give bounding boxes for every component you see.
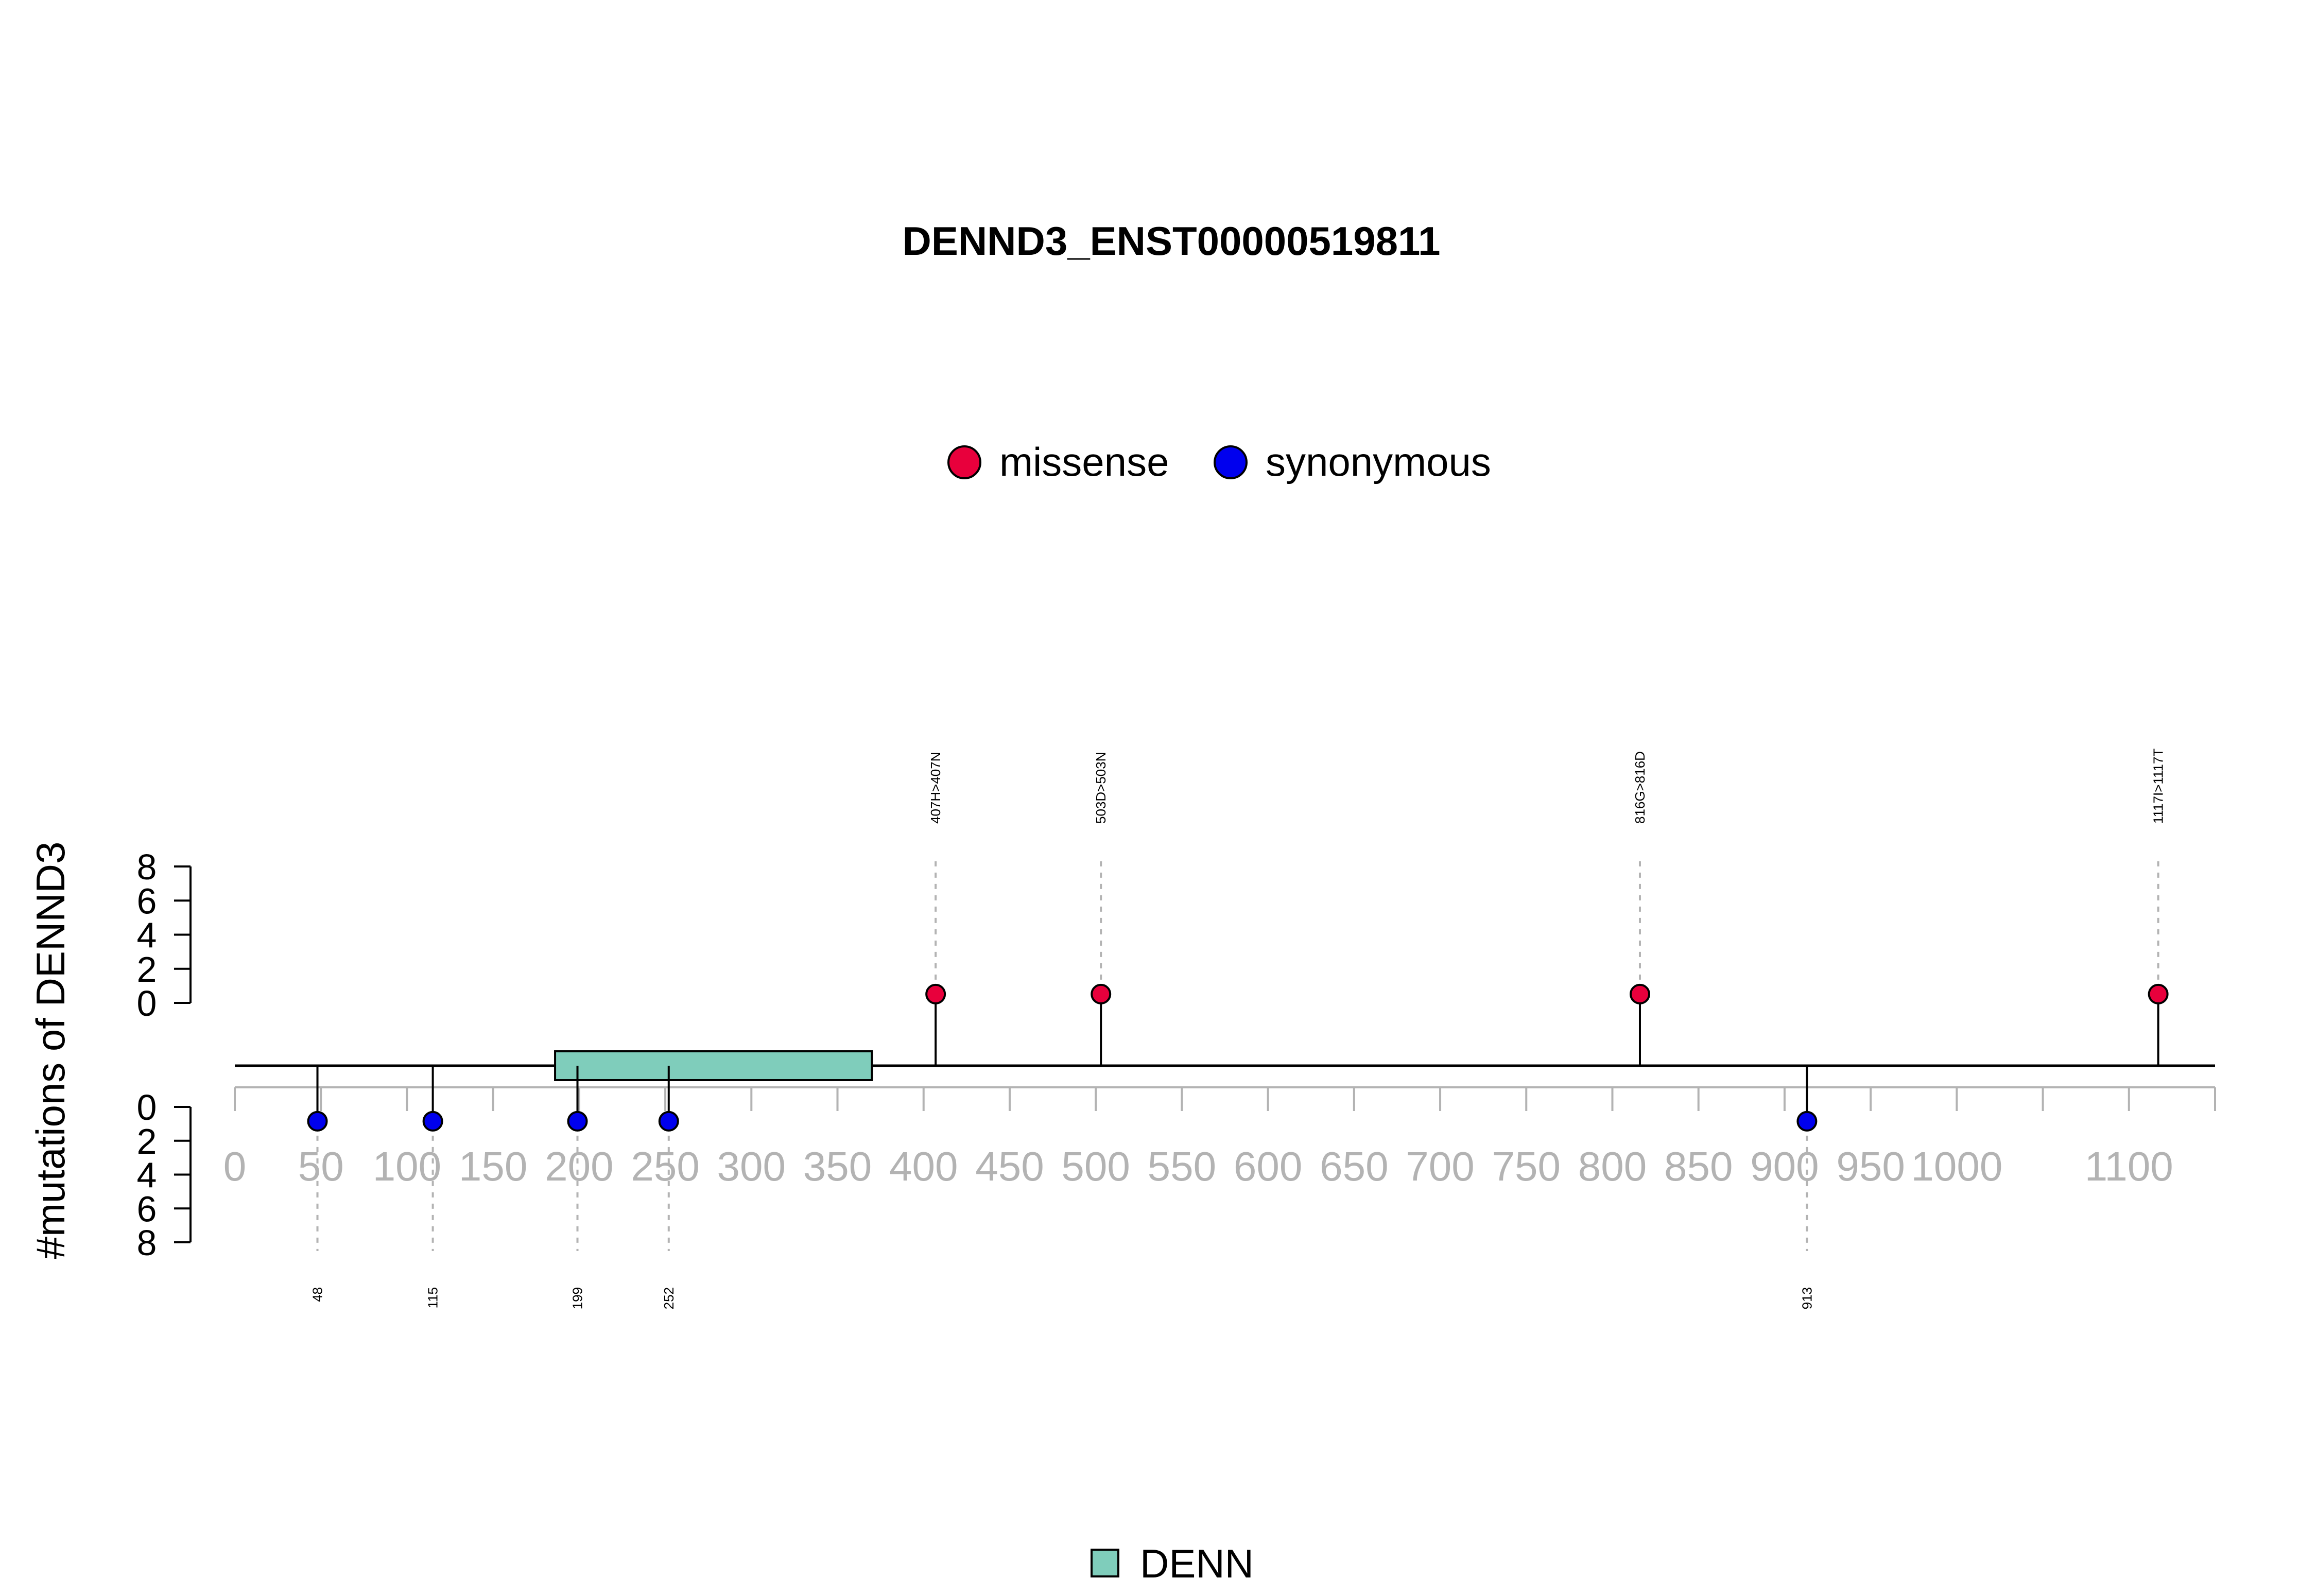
- mutation-label-503: 503D>503N: [1093, 752, 1109, 824]
- x-tick-label-350: 350: [803, 1143, 872, 1189]
- legend-domain-denn-label: DENN: [1140, 1541, 1254, 1586]
- x-tick-label-900: 900: [1750, 1143, 1819, 1189]
- point-synonymous-199: [567, 1111, 588, 1132]
- domain-legend: DENN: [1091, 1541, 1254, 1586]
- y-tick-label-top-6: 6: [137, 881, 157, 921]
- x-tick-label-100: 100: [373, 1143, 441, 1189]
- mutations-top: 407H>407N 503D>503N 816G>816D 1117I>1117T: [925, 749, 2169, 1066]
- chart-title: DENND3_ENST00000519811: [902, 218, 1440, 264]
- legend-missense-label: missense: [999, 439, 1169, 484]
- legend-domain-denn-swatch: [1091, 1549, 1119, 1577]
- point-missense-407: [925, 983, 946, 1004]
- x-tick-label-650: 650: [1320, 1143, 1388, 1189]
- y-tick-label-bottom-6: 6: [137, 1189, 157, 1229]
- x-tick-label-550: 550: [1148, 1143, 1216, 1189]
- y-axis-title: #mutations of DENND3: [28, 842, 73, 1259]
- y-tick-label-top-2: 2: [137, 949, 157, 990]
- point-missense-503: [1091, 983, 1112, 1004]
- point-synonymous-913: [1796, 1111, 1818, 1132]
- x-tick-label-150: 150: [459, 1143, 527, 1189]
- domain-layer: [554, 1050, 873, 1081]
- x-tick-label-500: 500: [1061, 1143, 1130, 1189]
- x-tick-label-1000: 1000: [1911, 1143, 2002, 1189]
- y-tick-label-top-8: 8: [137, 847, 157, 887]
- y-tick-label-bottom-4: 4: [137, 1155, 157, 1195]
- x-tick-label-450: 450: [975, 1143, 1044, 1189]
- domain-denn: [554, 1050, 873, 1081]
- x-tick-label-800: 800: [1578, 1143, 1647, 1189]
- x-axis: 0 50 100 150 200 250 300 350 400 450 500 550 600 650 7…: [223, 1086, 2216, 1189]
- y-tick-label-bottom-2: 2: [137, 1121, 157, 1161]
- mutation-label-48: 48: [310, 1287, 325, 1302]
- mutation-label-816: 816G>816D: [1632, 751, 1648, 824]
- y-tick-label-top-0: 0: [137, 983, 157, 1023]
- mutation-type-legend: missense synonymous: [947, 439, 1491, 484]
- point-missense-816: [1629, 983, 1650, 1004]
- x-tick-label-50: 50: [298, 1143, 344, 1189]
- x-tick-label-200: 200: [545, 1143, 613, 1189]
- point-synonymous-48: [307, 1111, 328, 1132]
- point-missense-1117: [2148, 983, 2169, 1004]
- legend-synonymous-icon: [1214, 445, 1248, 479]
- mutation-label-115: 115: [425, 1287, 441, 1308]
- mutation-label-252: 252: [661, 1287, 677, 1309]
- x-tick-label-700: 700: [1406, 1143, 1474, 1189]
- x-tick-label-0: 0: [223, 1143, 247, 1189]
- mutation-label-407: 407H>407N: [928, 752, 943, 824]
- mutation-label-199: 199: [570, 1287, 585, 1309]
- x-tick-label-600: 600: [1234, 1143, 1302, 1189]
- x-tick-label-300: 300: [717, 1143, 786, 1189]
- point-synonymous-252: [658, 1111, 679, 1132]
- x-tick-label-400: 400: [889, 1143, 958, 1189]
- point-synonymous-115: [422, 1111, 443, 1132]
- y-tick-label-top-4: 4: [137, 915, 157, 956]
- x-tick-label-250: 250: [631, 1143, 699, 1189]
- mutations-bottom: 48 115 199 252 913: [307, 1066, 1818, 1309]
- mutation-label-913: 913: [1799, 1287, 1814, 1309]
- y-tick-label-bottom-8: 8: [137, 1223, 157, 1263]
- x-tick-label-950: 950: [1836, 1143, 1905, 1189]
- x-tick-label-1100: 1100: [2085, 1143, 2173, 1189]
- mutation-label-1117: 1117I>1117T: [2151, 749, 2166, 824]
- x-tick-label-750: 750: [1492, 1143, 1561, 1189]
- x-tick-label-850: 850: [1664, 1143, 1733, 1189]
- legend-synonymous-label: synonymous: [1266, 439, 1491, 484]
- legend-missense-icon: [947, 445, 981, 479]
- y-tick-label-bottom-0: 0: [137, 1087, 157, 1127]
